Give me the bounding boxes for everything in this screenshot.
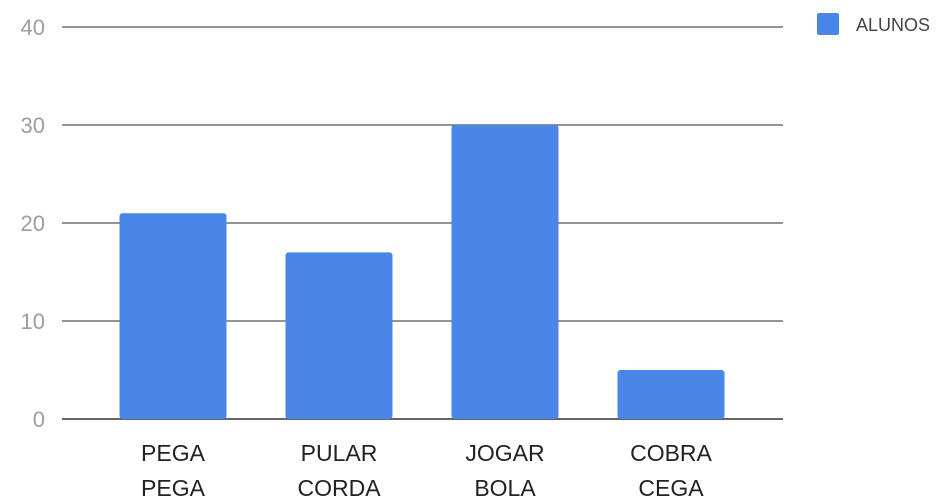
- legend-label-alunos: ALUNOS: [856, 15, 930, 35]
- x-tick-label: CEGA: [638, 475, 704, 498]
- x-tick-label: CORDA: [297, 475, 381, 498]
- bar-jogar-bola: [451, 125, 559, 419]
- bar-pular-corda: [285, 252, 393, 419]
- x-tick-label: PULAR: [301, 440, 378, 466]
- y-tick-label: 30: [21, 113, 45, 138]
- bar-cobra-cega: [617, 370, 725, 419]
- y-tick-label: 20: [21, 211, 45, 236]
- x-tick-label: PEGA: [141, 440, 206, 466]
- x-tick-label: JOGAR: [465, 440, 544, 466]
- y-tick-label: 0: [33, 407, 45, 432]
- x-axis-ticks: PEGA PEGA PULAR CORDA JOGAR BOLA COBRA CEGA: [141, 440, 713, 498]
- bar-pega-pega: [119, 213, 227, 419]
- x-tick-label: COBRA: [630, 440, 712, 466]
- y-tick-label: 40: [21, 15, 45, 40]
- legend-swatch: [817, 13, 839, 35]
- x-tick-label: BOLA: [474, 475, 536, 498]
- bars: [119, 125, 725, 419]
- x-tick-label: PEGA: [141, 475, 206, 498]
- legend: ALUNOS: [817, 13, 930, 35]
- y-tick-label: 10: [21, 309, 45, 334]
- y-axis-ticks: 0 10 20 30 40: [21, 15, 45, 432]
